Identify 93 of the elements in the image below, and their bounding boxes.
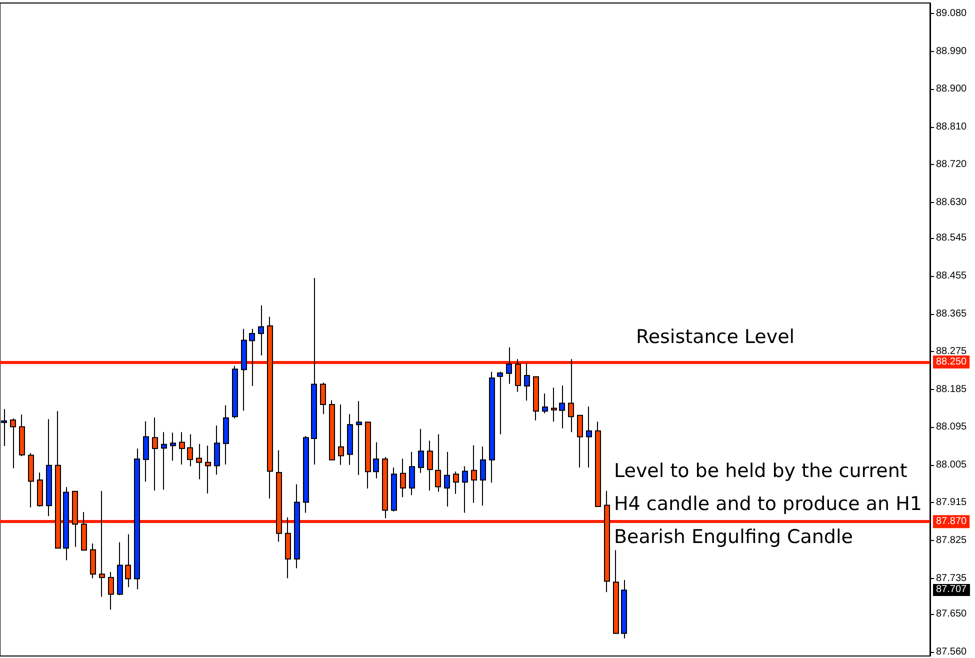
candlestick xyxy=(117,542,123,596)
annotation: Level to be held by the current H4 candle and to produce an H1 Bearish Engulfing Candle xyxy=(614,459,923,550)
candlestick xyxy=(462,466,468,514)
candlestick xyxy=(249,328,255,386)
candlestick xyxy=(409,451,415,496)
candlestick xyxy=(205,445,211,494)
candlestick xyxy=(621,579,627,639)
candlestick xyxy=(223,404,229,466)
y-tick-label: 88.545 xyxy=(936,232,968,244)
candlestick xyxy=(294,484,300,569)
y-tick-label: 88.810 xyxy=(936,121,968,132)
candlestick xyxy=(373,442,379,479)
candlestick xyxy=(435,434,441,492)
y-tick-label: 87.650 xyxy=(936,608,968,620)
candlestick xyxy=(444,451,450,508)
candlestick xyxy=(143,420,149,482)
candlestick xyxy=(471,444,477,504)
candlestick xyxy=(489,371,495,484)
candlestick xyxy=(303,435,309,514)
candlestick xyxy=(311,278,317,466)
y-tick-label: 88.275 xyxy=(936,346,968,358)
candlestick xyxy=(196,443,202,480)
candlestick xyxy=(187,434,193,467)
candlestick xyxy=(55,410,61,549)
candlestick xyxy=(524,362,530,402)
candlestick xyxy=(551,387,557,422)
candlestick xyxy=(391,466,397,512)
candlestick xyxy=(365,422,371,489)
candlestick xyxy=(497,371,503,435)
candlestick xyxy=(214,424,220,476)
y-tick-label: 88.455 xyxy=(936,270,968,282)
candlestick xyxy=(108,572,114,610)
candlestick xyxy=(276,450,282,542)
candlestick xyxy=(267,316,273,500)
candlestick xyxy=(28,452,34,508)
candlestick xyxy=(577,414,583,468)
y-tick-label: 87.735 xyxy=(936,572,968,584)
candlestick xyxy=(427,440,433,492)
ref-line-label: 87.870 xyxy=(936,516,968,528)
candlestick xyxy=(37,472,43,508)
candlestick xyxy=(90,542,96,579)
y-tick-label: 88.185 xyxy=(936,384,968,395)
y-tick-label: 88.095 xyxy=(936,422,968,433)
candlestick xyxy=(453,471,459,494)
y-tick-label: 87.915 xyxy=(936,497,968,508)
candlestick xyxy=(568,358,574,433)
candlestick xyxy=(320,382,326,415)
candlestick xyxy=(515,358,521,392)
y-tick-label: 88.900 xyxy=(936,84,968,95)
y-tick-label: 87.825 xyxy=(936,535,968,546)
candlestick xyxy=(347,414,353,466)
candlestick xyxy=(480,446,486,506)
candlestick xyxy=(134,448,140,590)
candlestick xyxy=(559,385,565,429)
candlestick xyxy=(382,456,388,519)
candlestick xyxy=(613,550,619,634)
candlestick xyxy=(170,432,176,462)
candlestick xyxy=(329,400,335,460)
candlestick xyxy=(604,490,610,593)
y-tick-label: 87.560 xyxy=(936,646,968,658)
y-tick-label: 89.080 xyxy=(936,8,968,19)
annotation: 87.707 xyxy=(933,584,970,596)
candlestick xyxy=(99,490,105,598)
candlestick xyxy=(179,432,185,466)
candlestick xyxy=(125,534,131,588)
candlestick xyxy=(19,414,25,457)
candlestick xyxy=(533,376,539,421)
candlestick xyxy=(285,516,291,579)
y-tick-label: 88.365 xyxy=(936,308,968,320)
candlestick xyxy=(542,393,548,414)
candlestick xyxy=(46,418,52,517)
annotation: Resistance Level xyxy=(636,325,796,350)
candlestick xyxy=(418,428,424,474)
candlestick xyxy=(400,458,406,498)
y-tick-label: 88.005 xyxy=(936,459,968,470)
y-tick-label: 88.720 xyxy=(936,159,968,170)
ref-line-label: 88.250 xyxy=(936,356,968,368)
candlestick xyxy=(161,432,167,490)
candlestick xyxy=(586,406,592,468)
candlestick xyxy=(595,421,601,508)
candlestick xyxy=(356,400,362,476)
candlestick xyxy=(232,365,238,419)
candlestick xyxy=(72,490,78,548)
candlestick xyxy=(152,416,158,492)
y-tick-label: 88.990 xyxy=(936,46,968,57)
candlestick xyxy=(81,511,87,551)
candlestick xyxy=(338,404,344,466)
candlestick xyxy=(241,328,247,412)
candlestick xyxy=(258,304,264,356)
y-tick-label: 88.630 xyxy=(936,196,968,208)
candlestick xyxy=(10,418,16,469)
candlestick xyxy=(506,346,512,384)
candlestick xyxy=(63,486,69,561)
